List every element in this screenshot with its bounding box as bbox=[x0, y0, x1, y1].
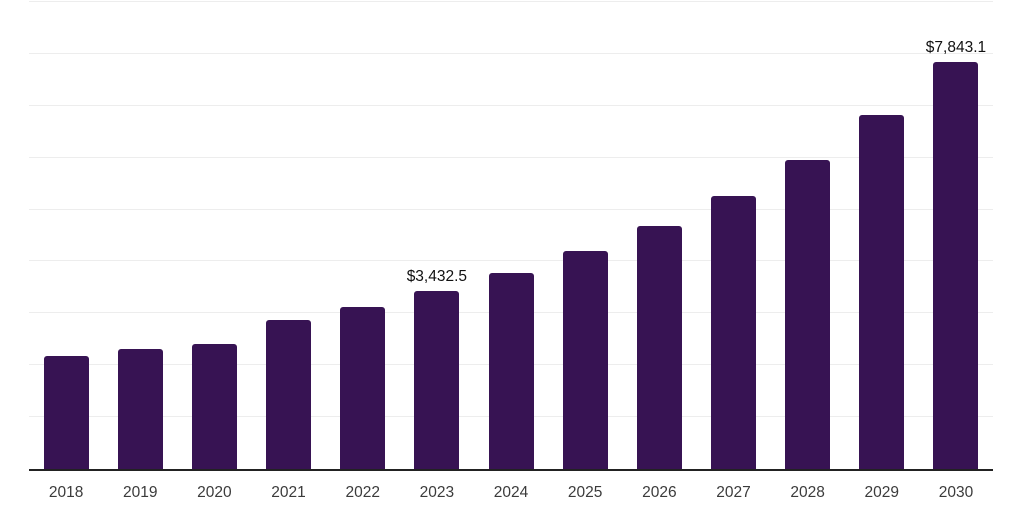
bar-2022 bbox=[340, 306, 386, 469]
bar-slot-2018 bbox=[29, 2, 103, 469]
data-label-2023: $3,432.5 bbox=[406, 267, 468, 285]
x-axis-label-2029: 2029 bbox=[864, 484, 900, 501]
bar-2029 bbox=[859, 115, 905, 469]
x-axis-label-2020: 2020 bbox=[197, 484, 232, 501]
x-axis-label-2023: 2023 bbox=[419, 484, 455, 501]
bar-2021 bbox=[266, 319, 312, 469]
bar-slot-2021 bbox=[251, 2, 325, 469]
bar-2027 bbox=[710, 196, 756, 469]
gridline bbox=[29, 52, 993, 54]
x-axis-label-2019: 2019 bbox=[122, 484, 158, 501]
x-axis-label-2018: 2018 bbox=[48, 484, 84, 501]
bar-slot-2022 bbox=[326, 2, 400, 469]
x-axis-label-2028: 2028 bbox=[790, 484, 825, 501]
bar-2023 bbox=[414, 290, 460, 469]
bar-2025 bbox=[562, 251, 608, 469]
gridline bbox=[29, 208, 993, 210]
bar-slot-2026 bbox=[622, 2, 696, 469]
x-axis-label-2027: 2027 bbox=[716, 484, 751, 501]
x-axis-label-2026: 2026 bbox=[642, 484, 677, 501]
bar-slot-2027 bbox=[696, 2, 770, 469]
bar-2024 bbox=[488, 272, 534, 469]
bars-row: $3,432.5 $7,843.1 bbox=[29, 2, 993, 469]
bar-slot-2028 bbox=[771, 2, 845, 469]
gridline bbox=[29, 104, 993, 106]
bar-2030 bbox=[933, 62, 979, 469]
x-axis-label-2025: 2025 bbox=[567, 484, 603, 501]
bar-2019 bbox=[117, 348, 163, 469]
bar-2020 bbox=[191, 344, 237, 469]
plot-area: $3,432.5 $7,843.1 bbox=[29, 1, 993, 471]
x-axis-label-2021: 2021 bbox=[271, 484, 306, 501]
bar-2028 bbox=[785, 160, 831, 469]
x-axis-labels: 2018 2019 2020 2021 2022 2023 2024 2025 2026 2027… bbox=[29, 483, 993, 502]
bar-2018 bbox=[43, 356, 89, 469]
gridline bbox=[29, 1, 993, 2]
bar-slot-2023: $3,432.5 bbox=[400, 2, 474, 469]
x-axis-label-2024: 2024 bbox=[493, 484, 529, 501]
gridline bbox=[29, 260, 993, 262]
data-label-2030: $7,843.1 bbox=[925, 39, 987, 57]
x-axis-label-2022: 2022 bbox=[345, 484, 380, 501]
bar-slot-2020 bbox=[177, 2, 251, 469]
bar-slot-2025 bbox=[548, 2, 622, 469]
gridline bbox=[29, 156, 993, 158]
bar-slot-2019 bbox=[103, 2, 177, 469]
bar-slot-2024 bbox=[474, 2, 548, 469]
bar-2026 bbox=[636, 226, 682, 469]
bar-slot-2029 bbox=[845, 2, 919, 469]
bar-slot-2030: $7,843.1 bbox=[919, 2, 993, 469]
x-axis-label-2030: 2030 bbox=[938, 484, 974, 501]
